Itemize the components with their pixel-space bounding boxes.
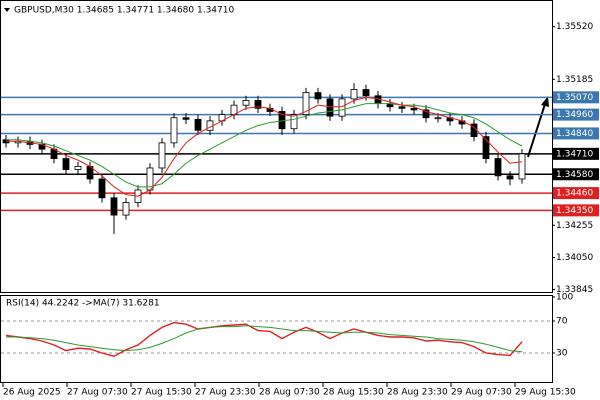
y-tick-label: 1.34050 bbox=[556, 253, 593, 263]
main-frame bbox=[0, 0, 553, 293]
candle-body bbox=[434, 117, 442, 120]
y-tick-label: 1.35185 bbox=[556, 75, 593, 85]
candle-body bbox=[482, 136, 490, 159]
x-tick-label: 27 Aug 23:30 bbox=[195, 388, 256, 398]
x-tick-label: 29 Aug 15:30 bbox=[515, 388, 576, 398]
level-label: 1.34580 bbox=[556, 170, 593, 180]
candle-body bbox=[302, 92, 310, 116]
rsi-frame bbox=[0, 295, 553, 383]
candle-body bbox=[170, 117, 178, 144]
y-tick-label: 1.35520 bbox=[556, 22, 593, 32]
y-tick-label: 70 bbox=[556, 317, 568, 327]
candle-body bbox=[254, 100, 262, 109]
candle-body bbox=[314, 92, 322, 100]
chart-title: GBPUSD,M30 1.34685 1.34771 1.34680 1.347… bbox=[14, 6, 234, 16]
x-tick-label: 28 Aug 23:30 bbox=[387, 388, 448, 398]
y-tick-label: 1.33845 bbox=[556, 285, 593, 295]
level-label: 1.34960 bbox=[556, 110, 593, 120]
candle-body bbox=[518, 153, 526, 180]
candle-body bbox=[350, 89, 358, 100]
candle-body bbox=[398, 106, 406, 109]
candle-body bbox=[242, 100, 250, 106]
candle-body bbox=[494, 158, 502, 177]
rsi-title: RSI(14) 44.2242 ->MA(7) 31.6281 bbox=[6, 299, 160, 309]
x-tick-label: 26 Aug 2025 bbox=[3, 388, 61, 398]
candle-body bbox=[290, 114, 298, 130]
x-tick-label: 28 Aug 15:30 bbox=[323, 388, 384, 398]
x-tick-label: 27 Aug 07:30 bbox=[67, 388, 128, 398]
candle-body bbox=[410, 107, 418, 111]
menu-icon bbox=[4, 8, 10, 12]
level-label-box bbox=[553, 168, 599, 181]
candle-body bbox=[422, 109, 430, 119]
candle-body bbox=[506, 175, 514, 180]
candle-body bbox=[74, 166, 82, 170]
level-label-box bbox=[553, 108, 599, 121]
indicator-line bbox=[6, 325, 523, 353]
arrow-head bbox=[541, 96, 549, 107]
candle-body bbox=[194, 118, 202, 131]
level-label-box bbox=[553, 127, 599, 140]
candle-body bbox=[326, 98, 334, 117]
candle-body bbox=[122, 202, 130, 216]
level-label: 1.34350 bbox=[556, 206, 593, 216]
level-label-box bbox=[553, 187, 599, 200]
indicator-line bbox=[5, 321, 523, 357]
y-tick-label: 30 bbox=[556, 349, 568, 359]
candle-body bbox=[98, 178, 106, 199]
candle-body bbox=[362, 89, 370, 97]
x-tick-label: 27 Aug 15:30 bbox=[131, 388, 192, 398]
arrow-shaft bbox=[527, 103, 546, 158]
y-tick-label: 100 bbox=[556, 293, 573, 303]
candle-body bbox=[110, 197, 118, 216]
level-label-box bbox=[553, 147, 599, 160]
y-tick-label: 1.34255 bbox=[556, 221, 593, 231]
level-label-box bbox=[553, 91, 599, 104]
level-label: 1.34840 bbox=[556, 129, 593, 139]
candle-body bbox=[158, 142, 166, 169]
level-label: 1.34460 bbox=[556, 189, 593, 199]
candle-body bbox=[182, 117, 190, 120]
level-label-box bbox=[553, 204, 599, 217]
candle-body bbox=[338, 98, 346, 117]
level-label: 1.34710 bbox=[556, 149, 593, 159]
moving-average bbox=[6, 103, 523, 188]
x-tick-label: 28 Aug 07:30 bbox=[259, 388, 320, 398]
moving-average bbox=[6, 96, 523, 197]
x-tick-label: 29 Aug 07:30 bbox=[451, 388, 512, 398]
level-label: 1.35070 bbox=[556, 93, 593, 103]
candle-body bbox=[62, 158, 70, 170]
